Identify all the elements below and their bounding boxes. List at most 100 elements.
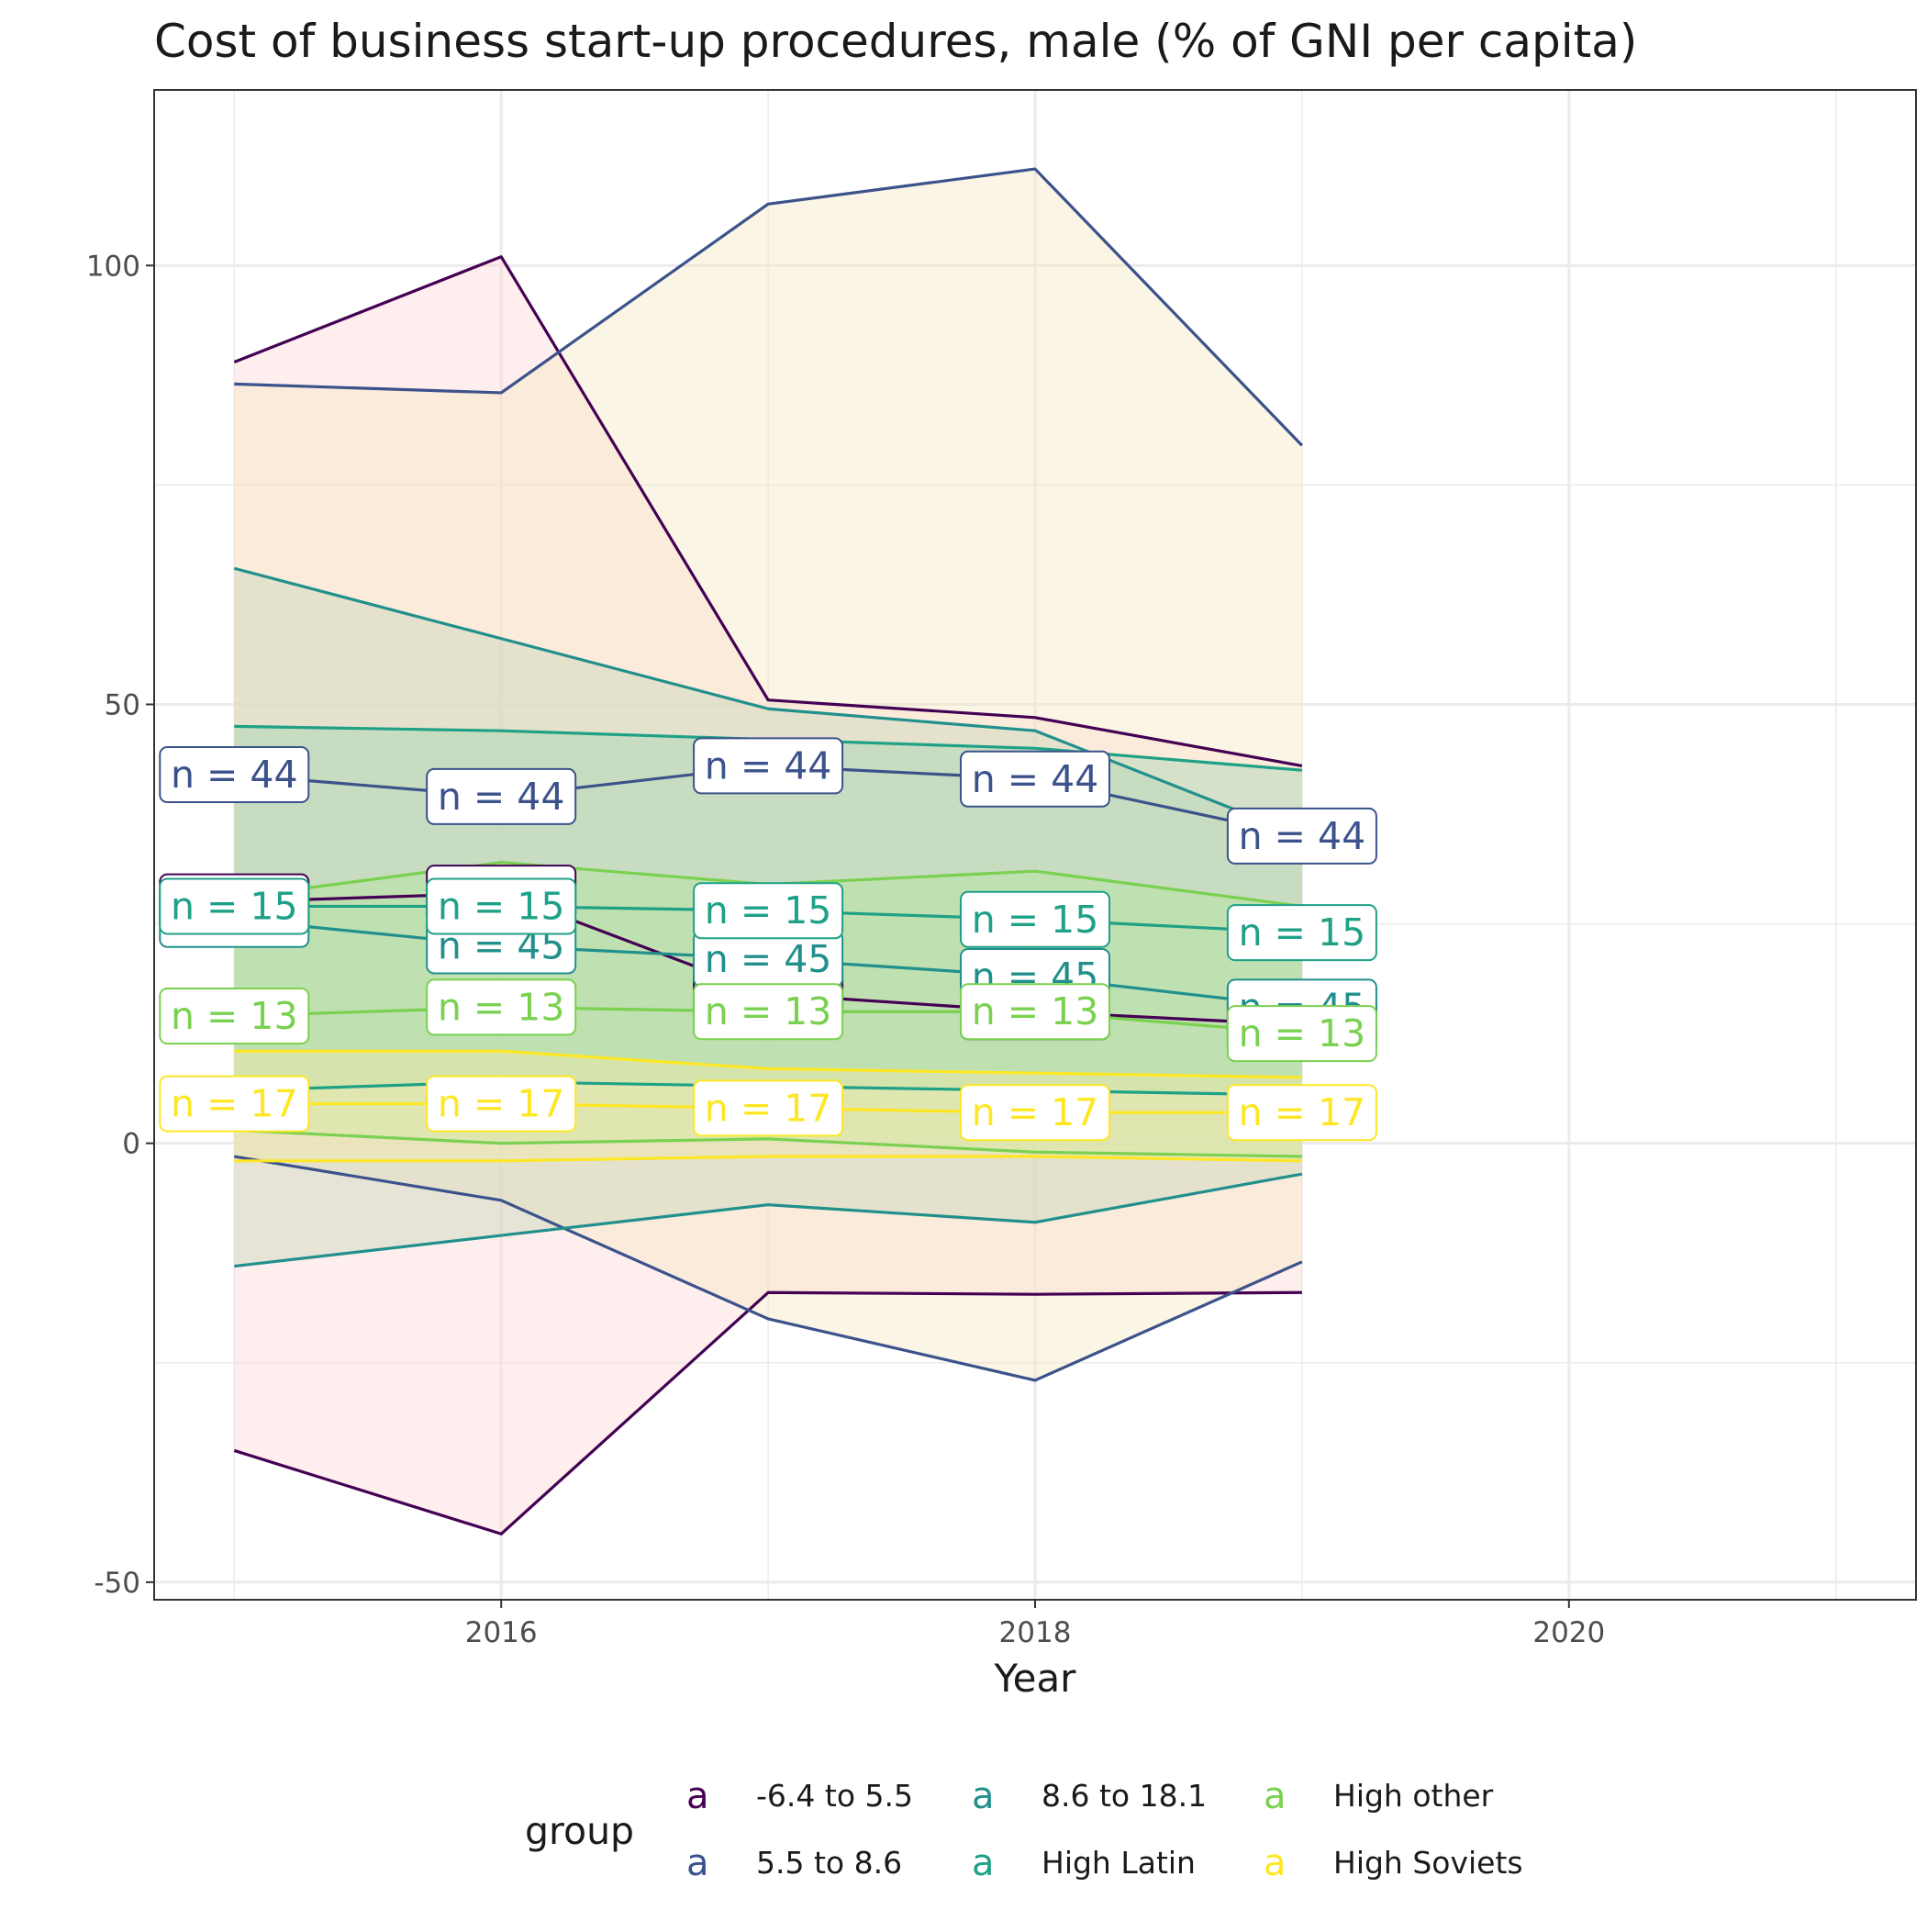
count-label-text: n = 44 (171, 753, 298, 797)
x-tick-label: 2020 (1532, 1616, 1605, 1649)
count-label: n = 44 (693, 737, 844, 795)
count-label: n = 45 (693, 930, 844, 988)
count-label: n = 15 (1226, 904, 1377, 962)
x-tick-label: 2016 (465, 1616, 538, 1649)
count-label-box (426, 877, 577, 935)
count-label-box (159, 1075, 310, 1133)
x-tick-label: 2018 (999, 1616, 1072, 1649)
y-tick-label: 50 (105, 688, 140, 721)
legend-key-glyph: a (686, 1842, 709, 1884)
y-tick-label: 100 (86, 250, 140, 283)
series-line-lower (234, 1155, 1302, 1163)
count-label-box (693, 983, 844, 1041)
count-label-box (1226, 904, 1377, 962)
count-label-text: n = 13 (705, 989, 832, 1033)
legend-item: a High other (1264, 1775, 1494, 1817)
y-tick-label: 0 (122, 1128, 140, 1161)
count-label-box (1226, 807, 1377, 865)
count-label-text: n = 15 (171, 884, 298, 928)
count-label-text: n = 44 (705, 743, 832, 787)
legend-label: 8.6 to 18.1 (1041, 1778, 1207, 1814)
series-line-upper (234, 1049, 1302, 1079)
count-label: n = 15 (426, 877, 577, 935)
legend-label: 5.5 to 8.6 (756, 1845, 902, 1881)
count-label-text: n = 13 (972, 989, 1099, 1033)
count-label-box (159, 745, 310, 803)
legend: group a -6.4 to 5.5 a 5.5 to 8.6 a 8.6 to 18.1… (525, 1775, 1523, 1884)
series-line-upper (233, 255, 1303, 767)
count-label-box (159, 877, 310, 935)
count-label-text: n = 17 (972, 1090, 1099, 1134)
legend-item: a 8.6 to 18.1 (972, 1775, 1207, 1817)
legend-item: a -6.4 to 5.5 (686, 1775, 913, 1817)
legend-item: a High Latin (972, 1842, 1196, 1884)
count-label-text: n = 44 (972, 757, 1099, 801)
count-label-box (960, 750, 1110, 808)
count-label: n = 44 (1226, 807, 1377, 865)
chart-title: Cost of business start-up procedures, ma… (154, 15, 1637, 68)
count-label-box (426, 978, 577, 1036)
count-label: n = 44 (159, 745, 310, 803)
count-label-text: n = 44 (438, 775, 565, 819)
series-line-lower (233, 1290, 1302, 1536)
count-label-text: n = 45 (705, 937, 832, 981)
legend-title: group (525, 1809, 634, 1853)
count-label: n = 15 (960, 890, 1110, 948)
legend-key-glyph: a (972, 1775, 995, 1817)
count-label: n = 17 (960, 1084, 1110, 1142)
legend-label: High Soviets (1333, 1845, 1523, 1881)
count-label-box (426, 1075, 577, 1133)
count-label: n = 17 (159, 1075, 310, 1133)
count-label: n = 17 (426, 1075, 577, 1133)
count-label: n = 13 (693, 983, 844, 1041)
count-label-text: n = 17 (1239, 1090, 1366, 1134)
series-line-upper (233, 566, 1303, 838)
count-label-box (1226, 1005, 1377, 1063)
count-label-text: n = 17 (171, 1082, 298, 1126)
count-label-box (960, 1084, 1110, 1142)
count-label: n = 13 (960, 983, 1110, 1041)
series-line-upper (234, 167, 1304, 447)
count-label: n = 17 (1226, 1084, 1377, 1142)
count-label-text: n = 15 (438, 884, 565, 928)
count-label-box (693, 1079, 844, 1137)
count-label: n = 13 (1226, 1005, 1377, 1063)
legend-item: a High Soviets (1264, 1842, 1523, 1884)
count-label-box (426, 767, 577, 825)
legend-key-glyph: a (972, 1842, 995, 1884)
count-label-text: n = 17 (705, 1086, 832, 1130)
legend-key-glyph: a (1264, 1775, 1287, 1817)
legend-label: -6.4 to 5.5 (756, 1778, 913, 1814)
axes: -50 0 50 100 2016 2018 2020 (86, 89, 1917, 1649)
count-label-box (960, 983, 1110, 1041)
count-label: n = 17 (693, 1079, 844, 1137)
count-label-text: n = 13 (1239, 1011, 1366, 1055)
count-label-box (693, 737, 844, 795)
count-label-box (1226, 1084, 1377, 1142)
legend-item: a 5.5 to 8.6 (686, 1842, 902, 1884)
count-label-text: n = 17 (438, 1082, 565, 1126)
count-label-box (693, 882, 844, 940)
count-label: n = 15 (693, 882, 844, 940)
count-label: n = 15 (159, 877, 310, 935)
count-label-text: n = 15 (972, 898, 1099, 942)
series-line-lower (234, 1172, 1303, 1268)
x-axis-title: Year (994, 1656, 1077, 1701)
count-label-box (159, 987, 310, 1044)
legend-key-glyph: a (686, 1775, 709, 1817)
legend-label: High other (1333, 1778, 1494, 1814)
count-label-box (960, 890, 1110, 948)
series-line-lower (234, 1128, 1302, 1158)
series-line-lower (234, 1155, 1303, 1382)
count-label-text: n = 15 (1239, 910, 1366, 955)
legend-key-glyph: a (1264, 1842, 1287, 1884)
y-tick-label: -50 (94, 1567, 140, 1600)
count-label-text: n = 13 (438, 985, 565, 1029)
count-label: n = 44 (960, 750, 1110, 808)
count-label: n = 13 (159, 987, 310, 1044)
count-label-text: n = 13 (171, 994, 298, 1038)
count-labels: n = 46n = 46n = 46n = 46n = 46n = 45n = … (159, 737, 1377, 1142)
legend-label: High Latin (1041, 1845, 1196, 1881)
